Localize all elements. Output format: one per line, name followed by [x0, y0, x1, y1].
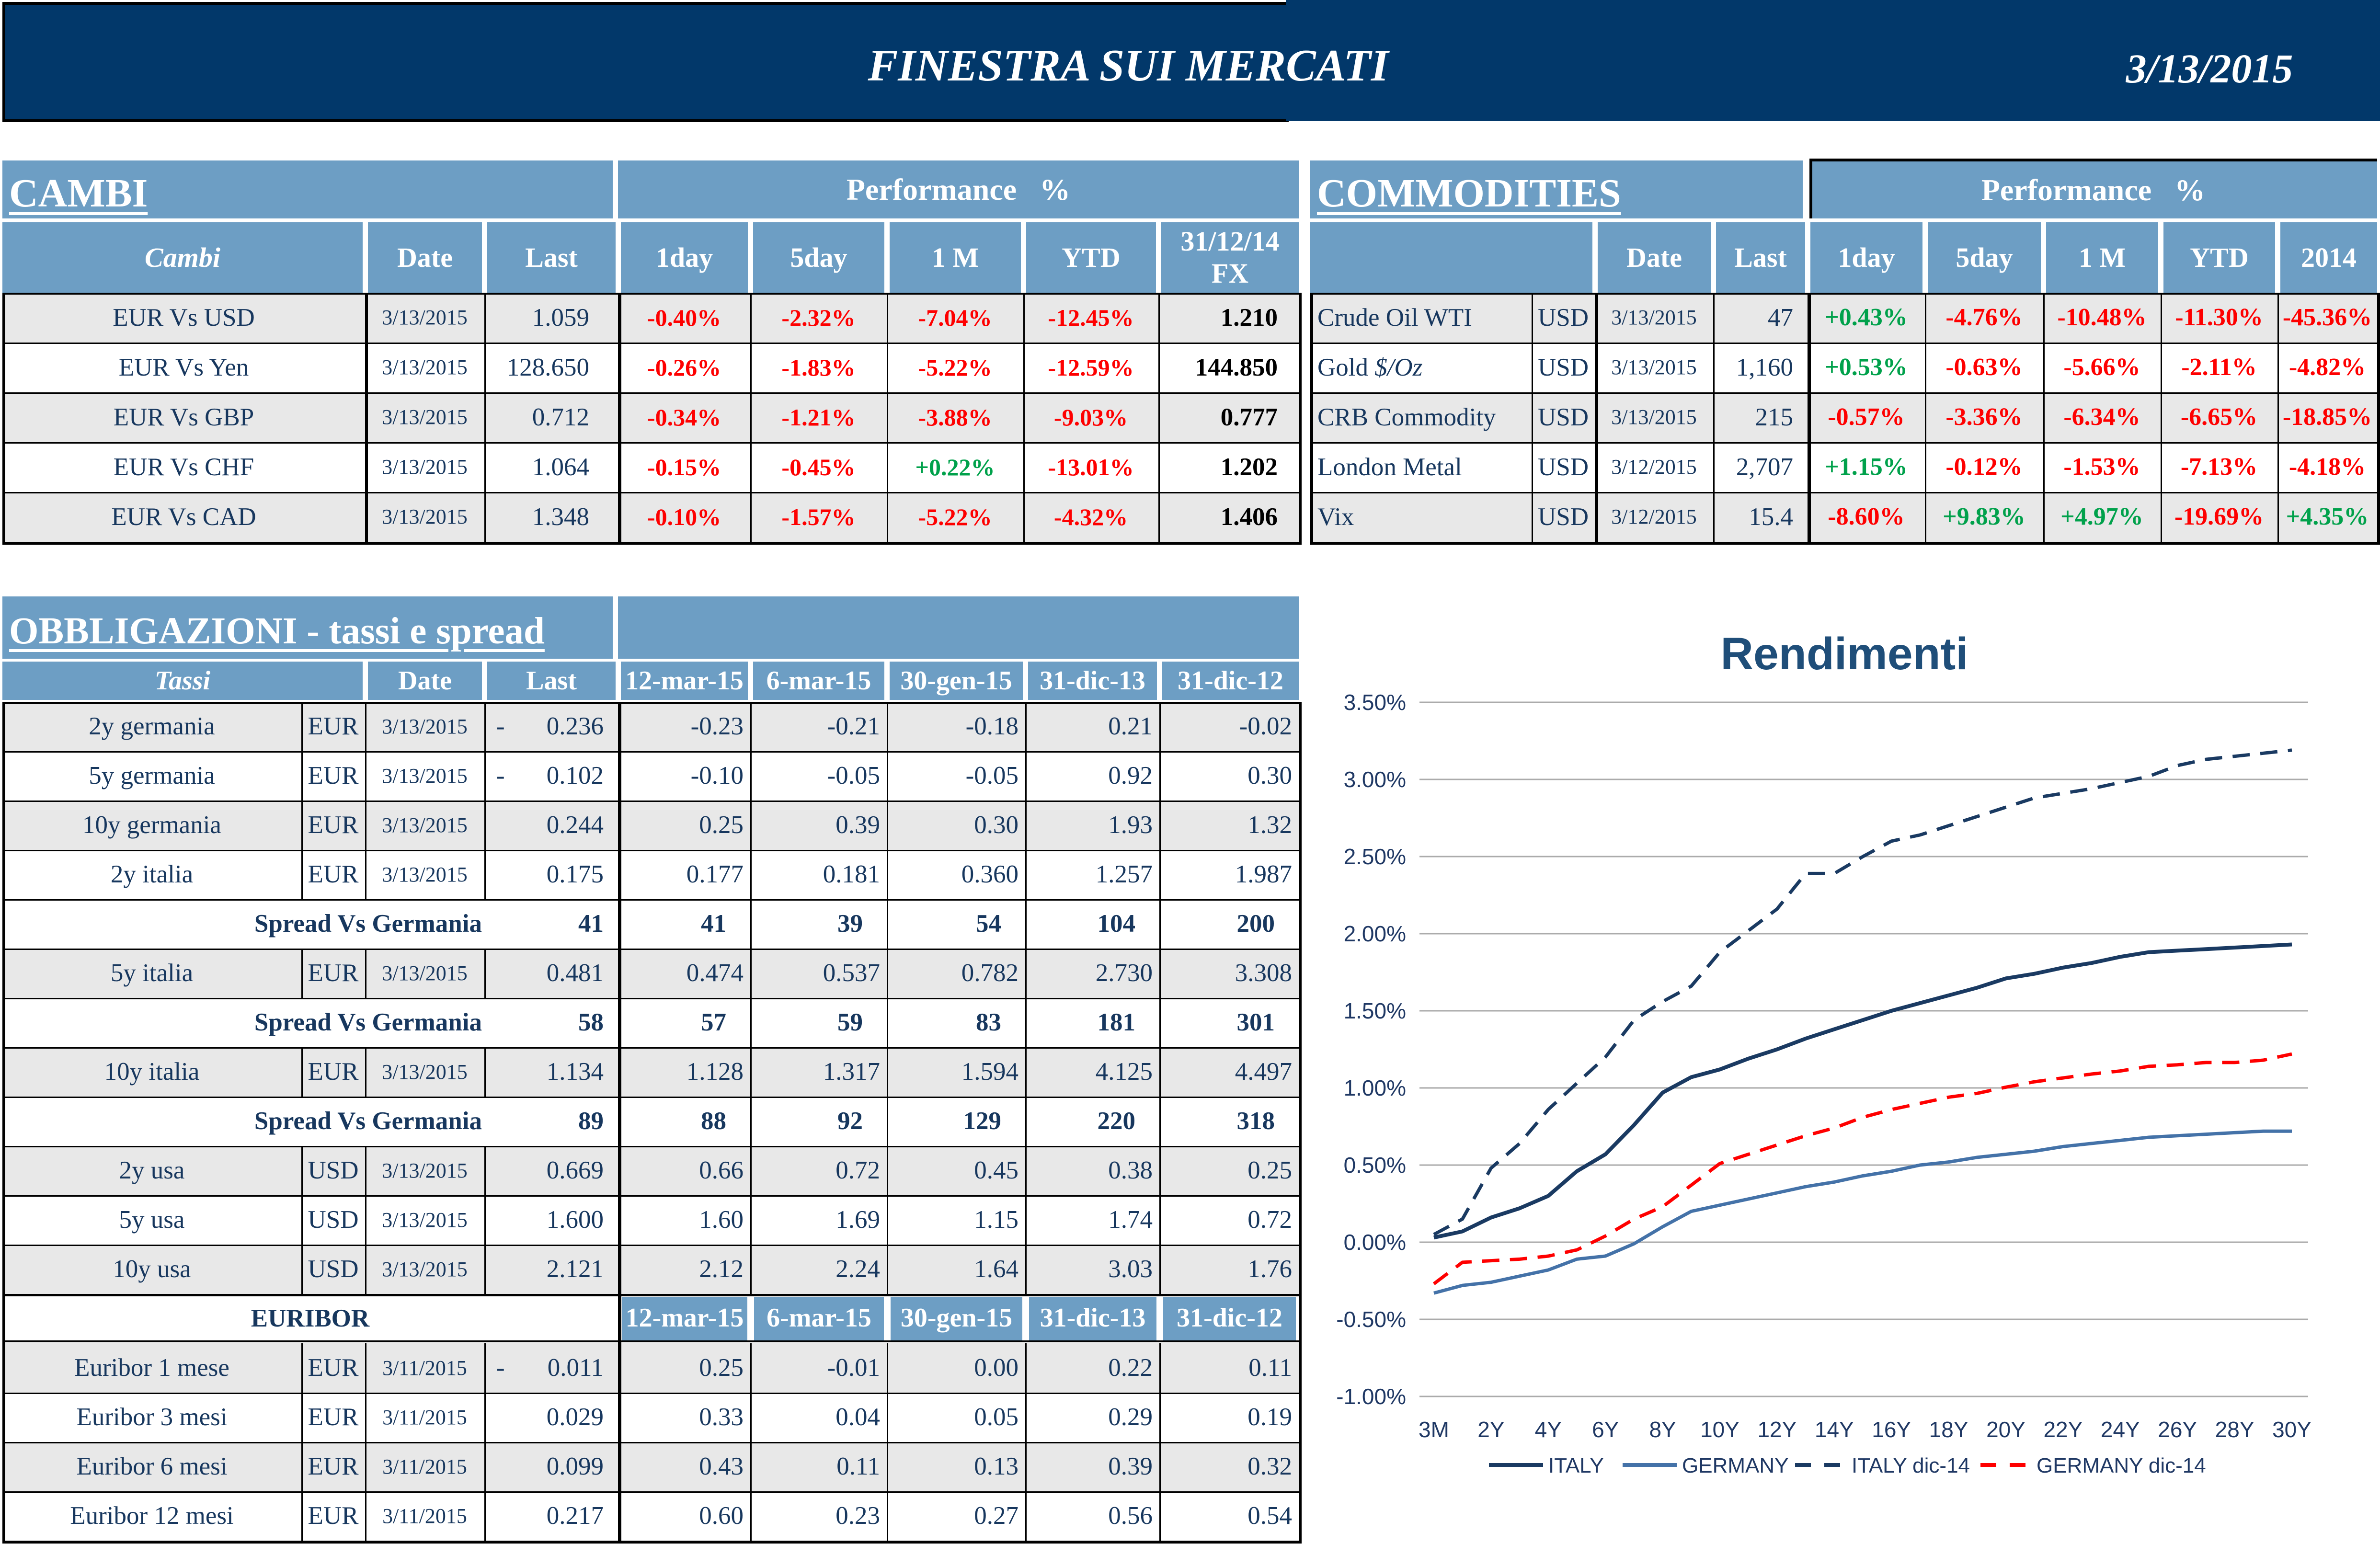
svg-text:ITALY dic-14: ITALY dic-14 [1852, 1454, 1970, 1477]
svg-text:24Y: 24Y [2101, 1417, 2140, 1442]
svg-text:3.50%: 3.50% [1344, 690, 1406, 715]
svg-text:12Y: 12Y [1757, 1417, 1796, 1442]
svg-text:3M: 3M [1419, 1417, 1449, 1442]
svg-text:2.50%: 2.50% [1344, 844, 1406, 869]
svg-text:0.00%: 0.00% [1344, 1230, 1406, 1255]
svg-text:-0.50%: -0.50% [1336, 1307, 1406, 1332]
svg-text:6Y: 6Y [1592, 1417, 1619, 1442]
svg-text:18Y: 18Y [1929, 1417, 1968, 1442]
svg-text:1.00%: 1.00% [1344, 1075, 1406, 1100]
svg-text:30Y: 30Y [2272, 1417, 2311, 1442]
svg-text:26Y: 26Y [2158, 1417, 2197, 1442]
svg-text:16Y: 16Y [1872, 1417, 1911, 1442]
svg-text:GERMANY dic-14: GERMANY dic-14 [2037, 1454, 2206, 1477]
svg-text:0.50%: 0.50% [1344, 1153, 1406, 1178]
svg-text:8Y: 8Y [1649, 1417, 1676, 1442]
svg-text:2.00%: 2.00% [1344, 921, 1406, 946]
svg-text:-1.00%: -1.00% [1336, 1384, 1406, 1409]
svg-text:3.00%: 3.00% [1344, 767, 1406, 792]
svg-text:20Y: 20Y [1986, 1417, 2025, 1442]
svg-text:1.50%: 1.50% [1344, 998, 1406, 1023]
svg-text:22Y: 22Y [2043, 1417, 2082, 1442]
svg-text:10Y: 10Y [1700, 1417, 1739, 1442]
svg-text:28Y: 28Y [2215, 1417, 2254, 1442]
svg-text:ITALY: ITALY [1548, 1454, 1604, 1477]
svg-text:14Y: 14Y [1815, 1417, 1854, 1442]
svg-text:2Y: 2Y [1477, 1417, 1504, 1442]
svg-text:4Y: 4Y [1535, 1417, 1562, 1442]
svg-text:GERMANY: GERMANY [1682, 1454, 1788, 1477]
